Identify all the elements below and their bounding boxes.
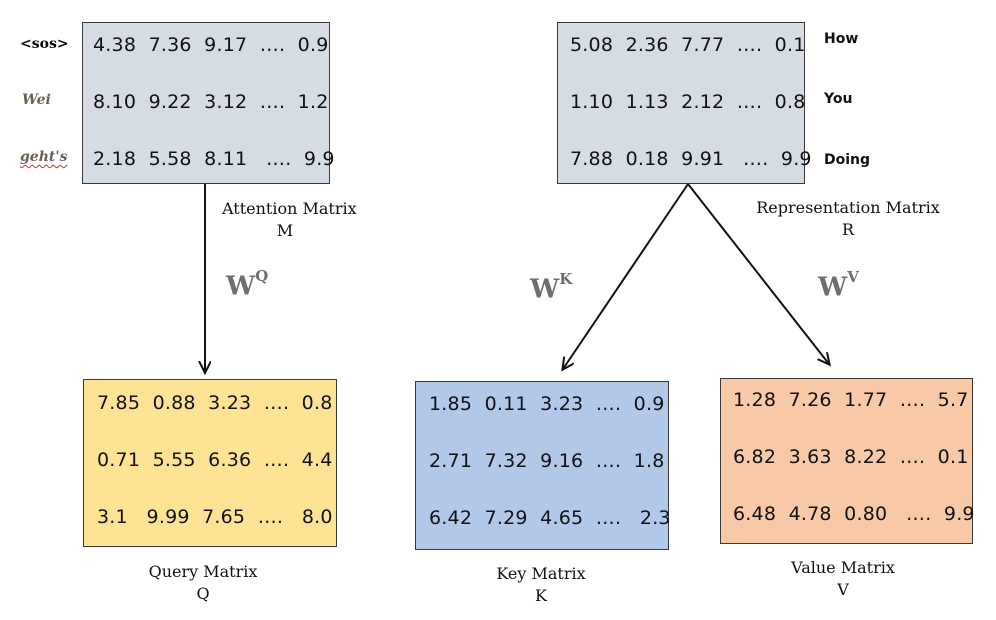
representation-caption-title: Representation Matrix xyxy=(756,198,940,217)
weight-label-wk: WK xyxy=(530,270,572,305)
representation-row-2: 1.10 1.13 2.12 …. 0.8 xyxy=(570,91,806,113)
representation-caption-symbol: R xyxy=(841,220,855,239)
representation-row-3: 7.88 0.18 9.91 …. 9.9 xyxy=(570,148,812,170)
weight-label-wq: WQ xyxy=(226,267,268,302)
value-row-1: 1.28 7.26 1.77 …. 5.7 xyxy=(733,389,969,411)
weight-wk-base: W xyxy=(530,274,560,305)
value-caption: Value Matrix V xyxy=(780,557,906,601)
weight-wv-base: W xyxy=(818,272,848,303)
attention-row-3: 2.18 5.58 8.11 …. 9.9 xyxy=(93,148,335,170)
arrow-r-to-v xyxy=(687,183,829,364)
query-row-2: 0.71 5.55 6.36 …. 4.4 xyxy=(97,449,333,471)
attention-caption-symbol: M xyxy=(276,221,294,240)
attention-matrix: 4.38 7.36 9.17 …. 0.9 8.10 9.22 3.12 …. … xyxy=(82,22,335,184)
query-row-1: 7.85 0.88 3.23 …. 0.8 xyxy=(97,392,333,414)
word-how: How xyxy=(824,31,859,47)
attention-caption: Attention Matrix M xyxy=(222,198,357,242)
representation-matrix: 5.08 2.36 7.77 …. 0.1 1.10 1.13 2.12 …. … xyxy=(557,22,812,184)
arrow-r-to-k xyxy=(563,183,689,369)
weight-wv-sup: V xyxy=(847,268,859,286)
attention-caption-title: Attention Matrix xyxy=(222,199,357,218)
weight-label-wv: WV xyxy=(818,268,859,303)
key-row-1: 1.85 0.11 3.23 …. 0.9 xyxy=(429,393,665,415)
weight-wk-sup: K xyxy=(559,270,573,288)
key-row-3: 6.42 7.29 4.65 …. 2.3 xyxy=(429,507,671,529)
query-caption-symbol: Q xyxy=(196,584,210,603)
query-row-3: 3.1 9.99 7.65 …. 8.0 xyxy=(97,506,333,528)
key-caption-title: Key Matrix xyxy=(496,564,586,583)
query-matrix: 7.85 0.88 3.23 …. 0.8 0.71 5.55 6.36 …. … xyxy=(83,379,337,547)
key-row-2: 2.71 7.32 9.16 …. 1.8 xyxy=(429,450,665,472)
key-matrix: 1.85 0.11 3.23 …. 0.9 2.71 7.32 9.16 …. … xyxy=(415,381,671,550)
representation-row-1: 5.08 2.36 7.77 …. 0.1 xyxy=(570,34,806,56)
value-caption-title: Value Matrix xyxy=(791,558,895,577)
weight-wq-base: W xyxy=(226,271,256,302)
word-you: You xyxy=(824,91,853,107)
token-gehts: geht's xyxy=(20,149,68,165)
key-caption-symbol: K xyxy=(535,586,547,605)
weight-wq-sup: Q xyxy=(255,267,269,285)
token-wei: Wei xyxy=(22,92,51,108)
query-caption: Query Matrix Q xyxy=(140,561,266,605)
value-row-3: 6.48 4.78 0.80 …. 9.9 xyxy=(733,503,975,525)
value-matrix: 1.28 7.26 1.77 …. 5.7 6.82 3.63 8.22 …. … xyxy=(720,378,975,544)
key-caption: Key Matrix K xyxy=(478,563,604,607)
representation-caption: Representation Matrix R xyxy=(748,197,948,241)
query-caption-title: Query Matrix xyxy=(148,562,258,581)
value-caption-symbol: V xyxy=(837,580,849,599)
value-row-2: 6.82 3.63 8.22 …. 0.1 xyxy=(733,446,969,468)
attention-row-2: 8.10 9.22 3.12 …. 1.2 xyxy=(93,91,329,113)
token-sos: <sos> xyxy=(20,36,69,52)
word-doing: Doing xyxy=(824,152,871,168)
attention-row-1: 4.38 7.36 9.17 …. 0.9 xyxy=(93,34,329,56)
